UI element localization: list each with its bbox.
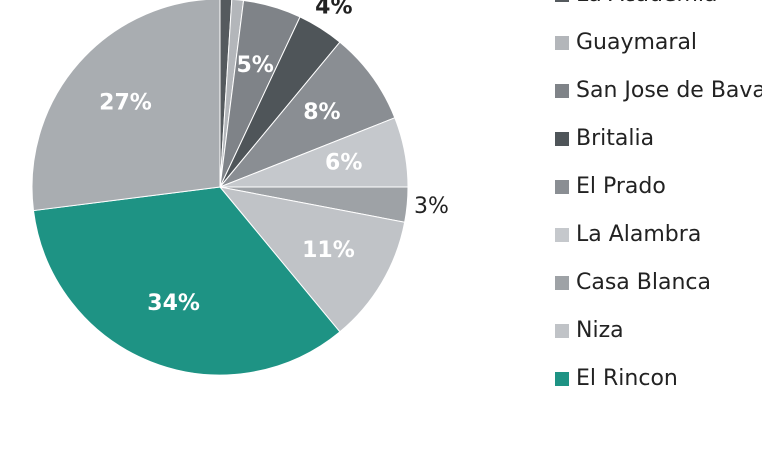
legend-swatch	[555, 180, 569, 194]
data-label: 5%	[236, 53, 273, 78]
data-label: 27%	[99, 91, 152, 116]
legend-swatch	[555, 36, 569, 50]
pie-slice	[219, 41, 396, 188]
legend-swatch	[555, 324, 569, 338]
legend-swatch	[555, 228, 569, 242]
legend-label: Britalia	[576, 126, 654, 151]
pie-slice	[31, 0, 221, 212]
legend-label: Niza	[576, 318, 624, 343]
legend-label: La Alambra	[576, 222, 701, 247]
legend-label: El Prado	[576, 174, 666, 199]
legend-swatch	[555, 84, 569, 98]
data-label: 3%	[414, 194, 449, 219]
data-label: 11%	[302, 238, 355, 263]
pie-slice	[218, 186, 406, 333]
data-label: 4%	[315, 0, 352, 20]
legend-swatch	[555, 372, 569, 386]
legend-label: El Rincon	[576, 366, 678, 391]
pie-slice	[32, 186, 341, 376]
legend-label: San Jose de Bavaria	[576, 78, 762, 103]
legend-swatch	[555, 0, 569, 2]
data-label: 6%	[325, 150, 362, 175]
legend-label: Casa Blanca	[576, 270, 711, 295]
pie-slice	[219, 0, 233, 188]
legend-swatch	[555, 276, 569, 290]
legend-label: Guaymaral	[576, 30, 697, 55]
legend-swatch	[555, 132, 569, 146]
data-label: 8%	[303, 100, 340, 125]
legend-label: La Academia	[576, 0, 718, 7]
data-label: 34%	[147, 291, 200, 316]
